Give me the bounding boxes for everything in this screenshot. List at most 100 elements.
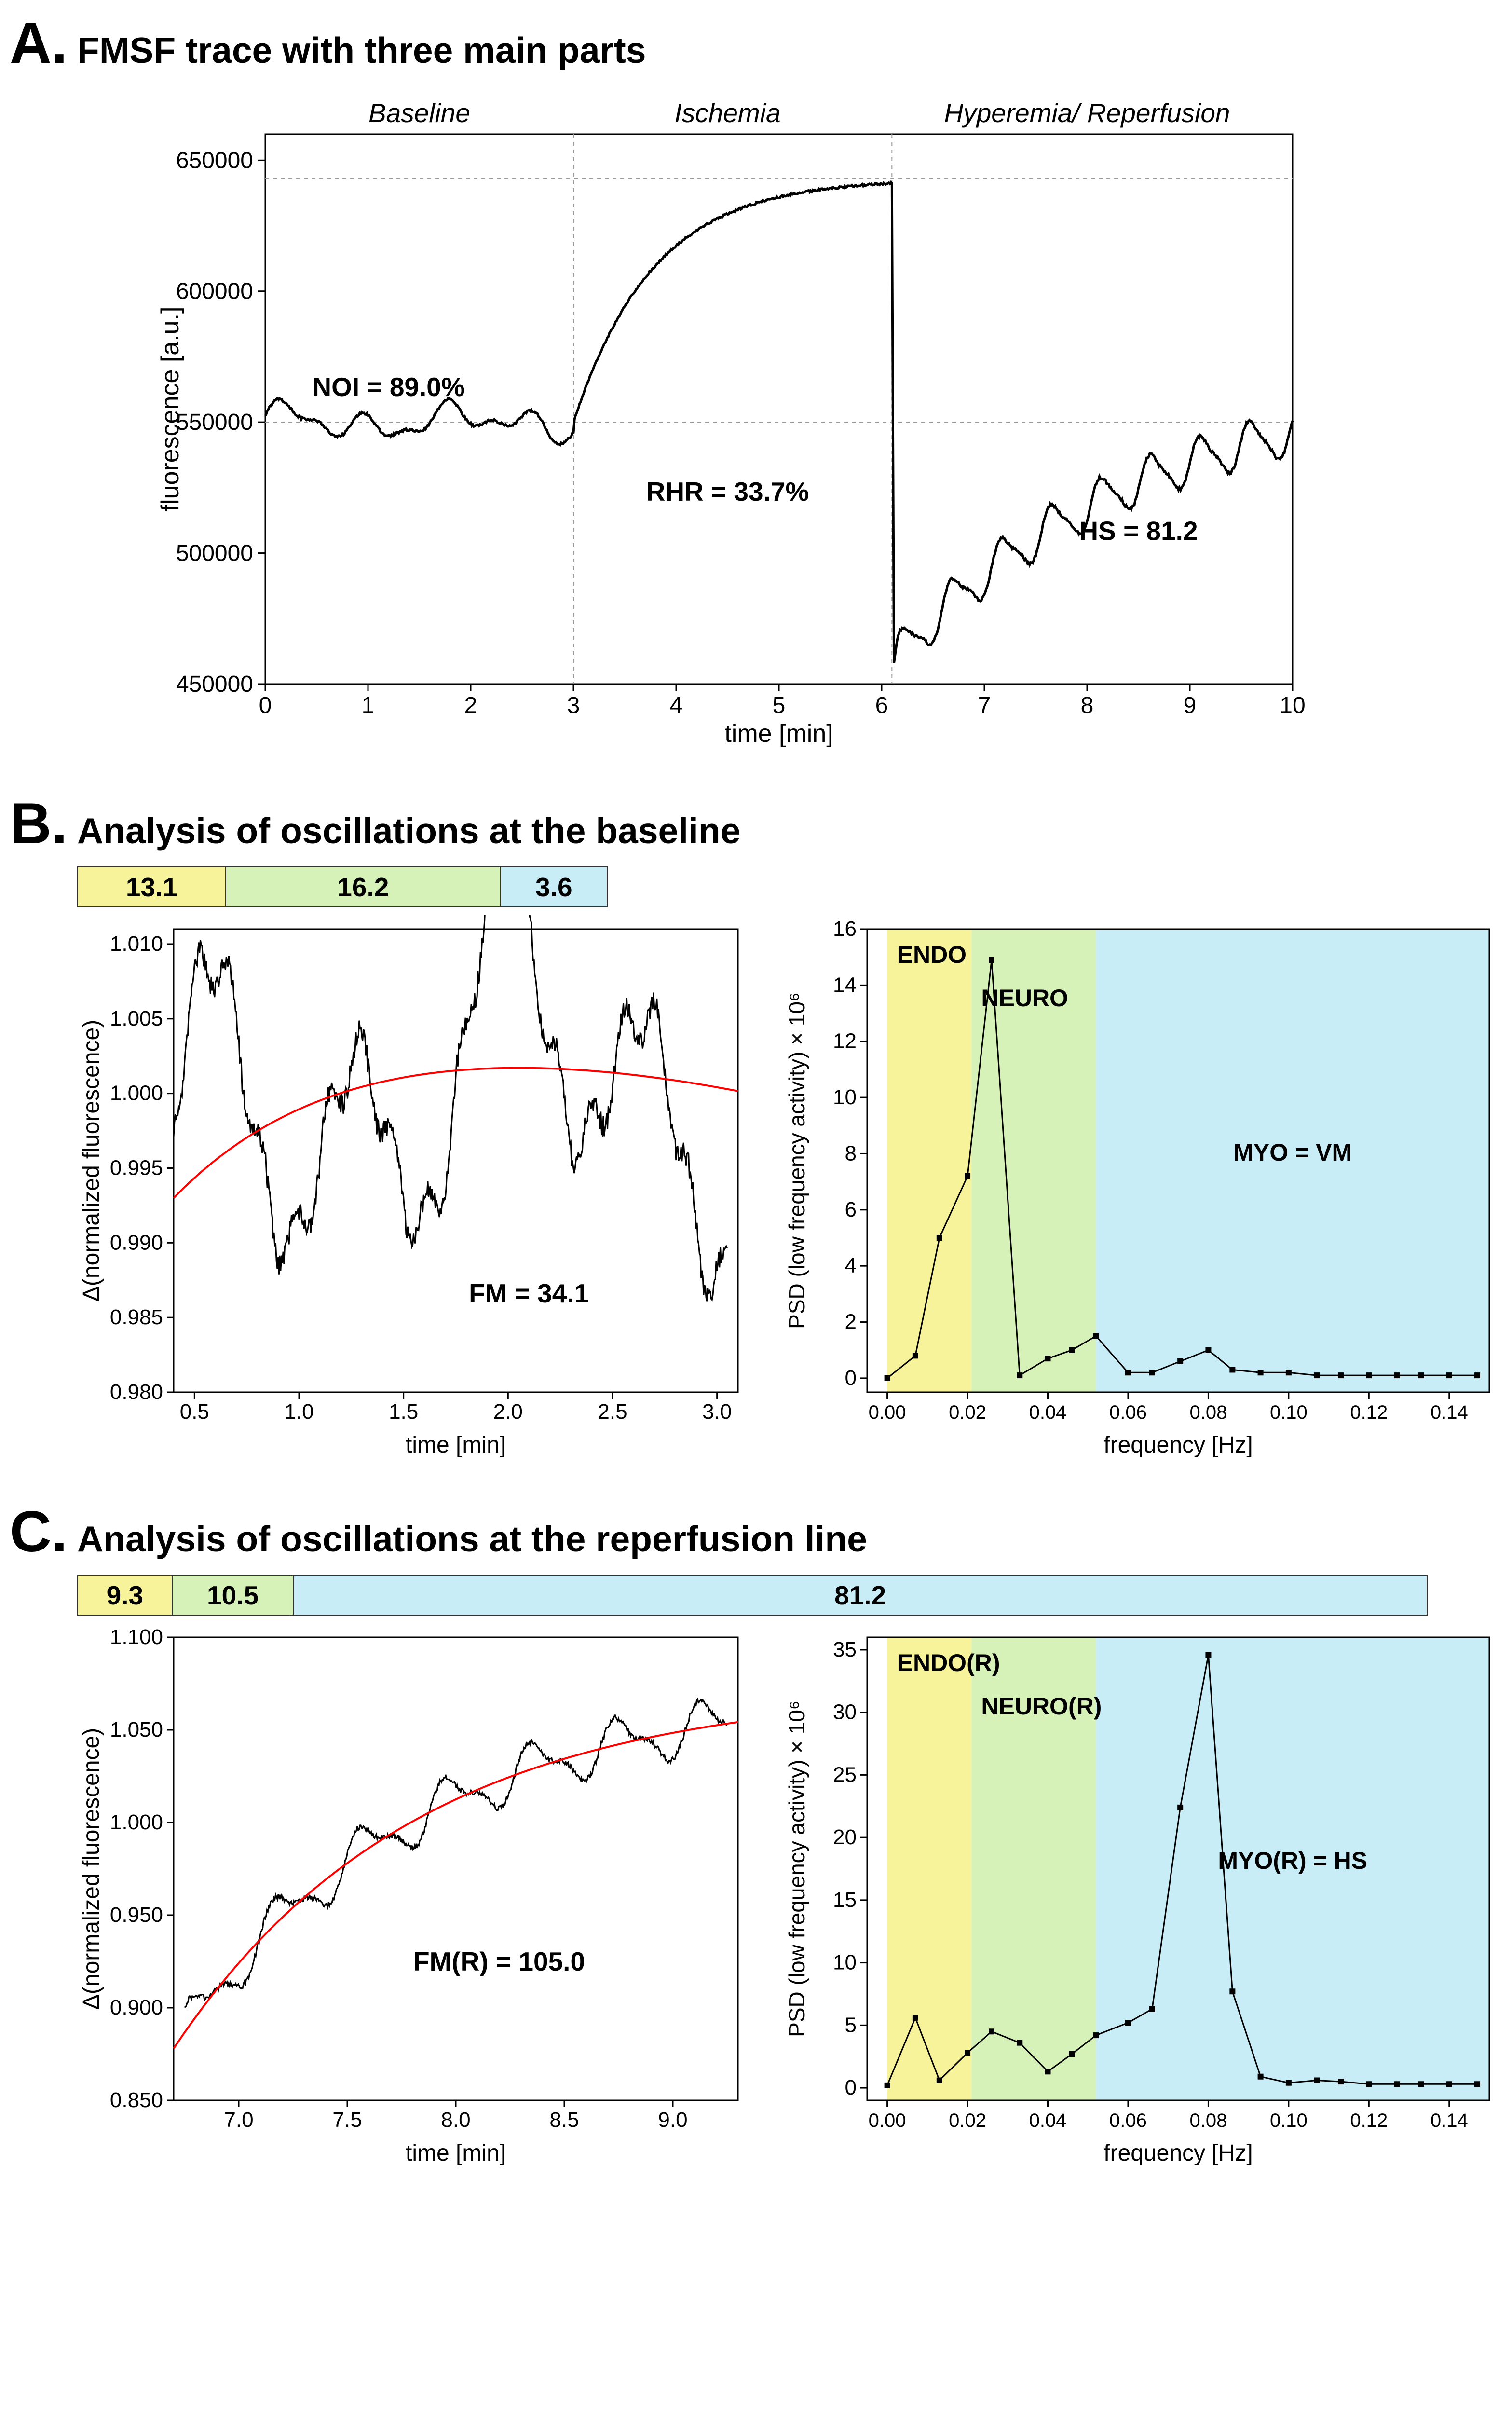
svg-text:550000: 550000 bbox=[176, 410, 253, 435]
svg-text:0.12: 0.12 bbox=[1350, 2110, 1388, 2131]
svg-text:1.100: 1.100 bbox=[110, 1625, 163, 1649]
svg-text:7.5: 7.5 bbox=[332, 2108, 362, 2132]
svg-text:500000: 500000 bbox=[176, 541, 253, 566]
svg-text:0.04: 0.04 bbox=[1029, 1402, 1066, 1423]
svg-text:0.10: 0.10 bbox=[1270, 2110, 1308, 2131]
svg-text:ENDO(R): ENDO(R) bbox=[897, 1649, 1000, 1676]
svg-text:0.900: 0.900 bbox=[110, 1996, 163, 2019]
svg-text:MYO = VM: MYO = VM bbox=[1233, 1139, 1352, 1166]
svg-text:0.980: 0.980 bbox=[110, 1380, 163, 1404]
svg-text:4: 4 bbox=[845, 1254, 856, 1277]
svg-text:Hyperemia/ Reperfusion: Hyperemia/ Reperfusion bbox=[944, 98, 1230, 128]
panel-a-title: FMSF trace with three main parts bbox=[77, 29, 646, 71]
svg-text:NEURO: NEURO bbox=[981, 985, 1068, 1012]
svg-text:8: 8 bbox=[845, 1141, 856, 1165]
svg-text:Δ(normalized fluorescence): Δ(normalized fluorescence) bbox=[79, 1728, 104, 2010]
svg-text:1.000: 1.000 bbox=[110, 1082, 163, 1105]
svg-text:1.000: 1.000 bbox=[110, 1810, 163, 1834]
svg-text:14: 14 bbox=[833, 973, 857, 997]
svg-text:ENDO: ENDO bbox=[897, 941, 966, 968]
svg-text:0.00: 0.00 bbox=[868, 2110, 906, 2131]
svg-text:0.02: 0.02 bbox=[949, 1402, 986, 1423]
svg-text:time [min]: time [min] bbox=[724, 720, 833, 748]
svg-text:450000: 450000 bbox=[176, 672, 253, 697]
svg-text:Baseline: Baseline bbox=[368, 98, 470, 128]
svg-text:9.0: 9.0 bbox=[658, 2108, 687, 2132]
panel-c-title: Analysis of oscillations at the reperfus… bbox=[77, 1518, 867, 1560]
svg-text:NOI = 89.0%: NOI = 89.0% bbox=[312, 372, 464, 402]
svg-text:650000: 650000 bbox=[176, 148, 253, 173]
svg-text:PSD (low frequency activity) ×: PSD (low frequency activity) × 10⁶ bbox=[784, 1700, 809, 2037]
svg-text:3.0: 3.0 bbox=[702, 1400, 732, 1424]
svg-text:600000: 600000 bbox=[176, 279, 253, 304]
svg-text:10: 10 bbox=[1280, 693, 1305, 718]
svg-text:8.0: 8.0 bbox=[441, 2108, 470, 2132]
svg-text:PSD (low frequency activity) ×: PSD (low frequency activity) × 10⁶ bbox=[784, 992, 809, 1329]
svg-text:7: 7 bbox=[978, 693, 991, 718]
panel-b-right-chart: 0.000.020.040.060.080.100.120.1402468101… bbox=[780, 915, 1502, 1469]
band-segment: 13.1 bbox=[78, 867, 226, 906]
svg-text:15: 15 bbox=[833, 1888, 857, 1912]
svg-text:NEURO(R): NEURO(R) bbox=[981, 1693, 1102, 1720]
svg-text:Ischemia: Ischemia bbox=[674, 98, 780, 128]
svg-text:fluorescence [a.u.]: fluorescence [a.u.] bbox=[156, 307, 184, 512]
svg-text:8: 8 bbox=[1081, 693, 1094, 718]
band-segment: 16.2 bbox=[226, 867, 501, 906]
svg-text:0.995: 0.995 bbox=[110, 1156, 163, 1179]
svg-text:RHR = 33.7%: RHR = 33.7% bbox=[646, 477, 809, 507]
band-segment: 9.3 bbox=[78, 1576, 173, 1615]
svg-text:0.850: 0.850 bbox=[110, 2088, 163, 2112]
svg-text:25: 25 bbox=[833, 1763, 857, 1786]
panel-c-band-bar: 9.310.581.2 bbox=[77, 1575, 1428, 1616]
svg-text:0.5: 0.5 bbox=[180, 1400, 209, 1424]
svg-text:HS = 81.2: HS = 81.2 bbox=[1079, 516, 1198, 546]
band-segment: 10.5 bbox=[173, 1576, 294, 1615]
svg-text:FM = 34.1: FM = 34.1 bbox=[469, 1278, 589, 1308]
svg-text:1.5: 1.5 bbox=[389, 1400, 418, 1424]
svg-text:0.14: 0.14 bbox=[1430, 1402, 1468, 1423]
svg-text:20: 20 bbox=[833, 1825, 857, 1849]
svg-text:0: 0 bbox=[259, 693, 272, 718]
panel-a-header: A. FMSF trace with three main parts bbox=[10, 10, 1502, 76]
svg-text:6: 6 bbox=[875, 693, 888, 718]
svg-text:0.990: 0.990 bbox=[110, 1231, 163, 1254]
svg-text:8.5: 8.5 bbox=[549, 2108, 579, 2132]
svg-text:0: 0 bbox=[845, 2076, 856, 2099]
svg-text:0.06: 0.06 bbox=[1109, 1402, 1147, 1423]
panel-c-right-chart: 0.000.020.040.060.080.100.120.1405101520… bbox=[780, 1623, 1502, 2178]
svg-text:0.10: 0.10 bbox=[1270, 1402, 1308, 1423]
svg-text:10: 10 bbox=[833, 1085, 857, 1109]
panel-c-letter: C. bbox=[10, 1498, 68, 1565]
svg-text:1.050: 1.050 bbox=[110, 1718, 163, 1741]
svg-text:1.0: 1.0 bbox=[284, 1400, 313, 1424]
band-segment: 3.6 bbox=[501, 867, 607, 906]
svg-text:12: 12 bbox=[833, 1029, 857, 1053]
svg-text:0: 0 bbox=[845, 1366, 856, 1390]
panel-c-left-chart: 7.07.58.08.59.00.8500.9000.9501.0001.050… bbox=[77, 1623, 751, 2178]
svg-text:35: 35 bbox=[833, 1638, 857, 1661]
panel-c-header: C. Analysis of oscillations at the reper… bbox=[10, 1498, 1502, 1565]
panel-b: B. Analysis of oscillations at the basel… bbox=[10, 790, 1502, 1469]
svg-text:0.04: 0.04 bbox=[1029, 2110, 1066, 2131]
panel-a-chart: 0123456789104500005000005500006000006500… bbox=[154, 86, 1312, 761]
svg-text:FM(R) = 105.0: FM(R) = 105.0 bbox=[413, 1946, 585, 1976]
panel-b-header: B. Analysis of oscillations at the basel… bbox=[10, 790, 1502, 857]
svg-text:1.005: 1.005 bbox=[110, 1007, 163, 1030]
svg-text:1.010: 1.010 bbox=[110, 932, 163, 956]
panel-b-left-chart: 0.51.01.52.02.53.00.9800.9850.9900.9951.… bbox=[77, 915, 751, 1469]
svg-text:2.5: 2.5 bbox=[598, 1400, 627, 1424]
svg-text:16: 16 bbox=[833, 917, 857, 941]
svg-text:1: 1 bbox=[362, 693, 375, 718]
svg-text:5: 5 bbox=[845, 2013, 856, 2037]
panel-a-letter: A. bbox=[10, 10, 68, 76]
svg-text:time [min]: time [min] bbox=[406, 1432, 506, 1458]
svg-text:time [min]: time [min] bbox=[406, 2140, 506, 2166]
svg-text:7.0: 7.0 bbox=[224, 2108, 253, 2132]
svg-text:5: 5 bbox=[773, 693, 786, 718]
svg-text:0.02: 0.02 bbox=[949, 2110, 986, 2131]
svg-text:30: 30 bbox=[833, 1700, 857, 1724]
svg-text:0.12: 0.12 bbox=[1350, 1402, 1388, 1423]
svg-text:2: 2 bbox=[464, 693, 477, 718]
svg-text:0.06: 0.06 bbox=[1109, 2110, 1147, 2131]
svg-text:0.985: 0.985 bbox=[110, 1305, 163, 1329]
